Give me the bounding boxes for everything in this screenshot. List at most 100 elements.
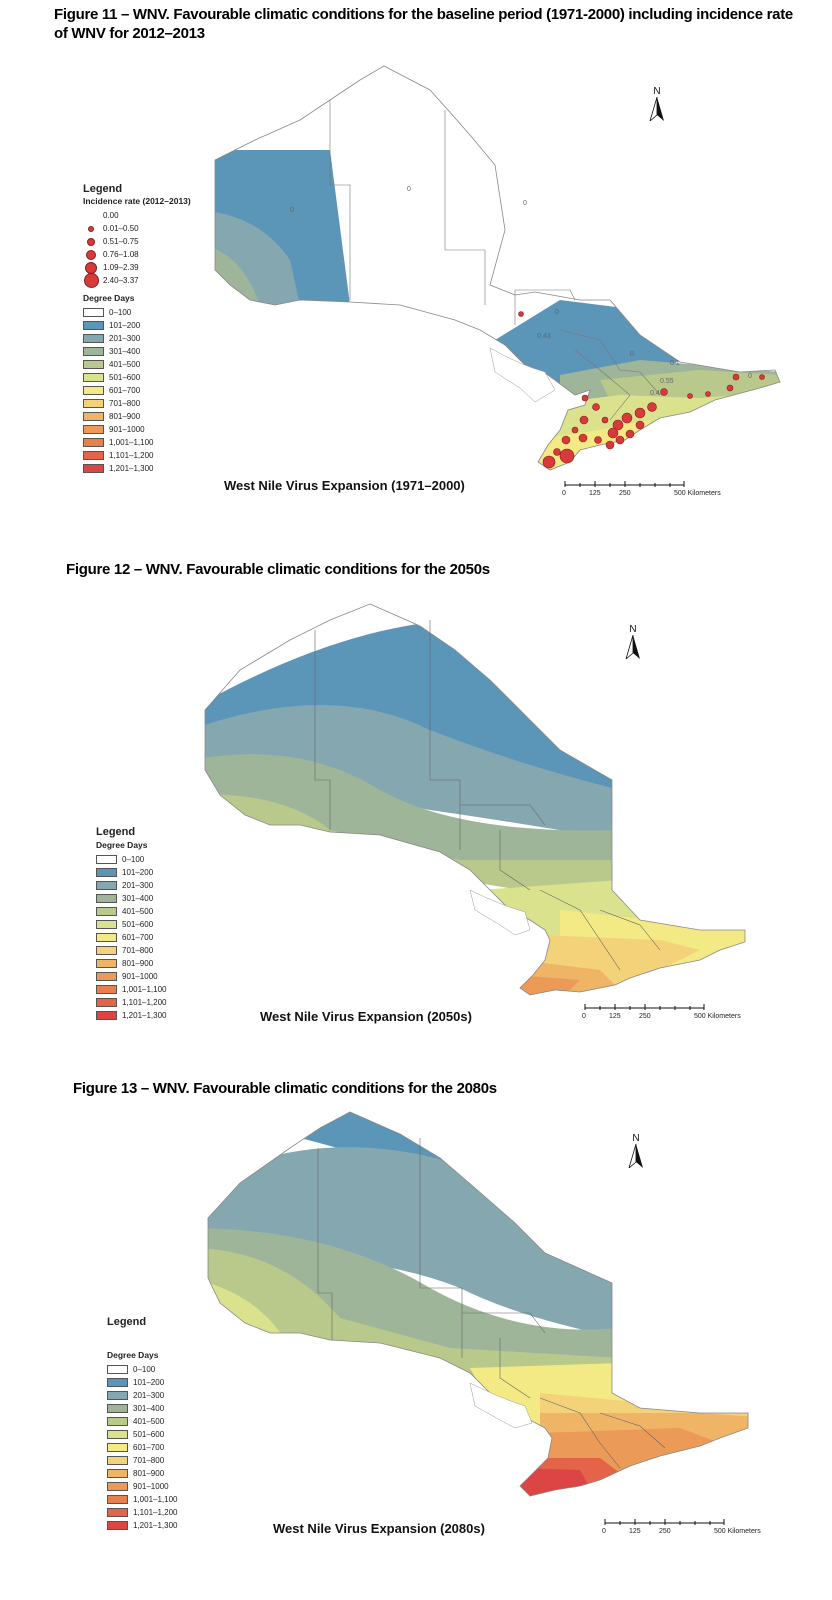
legend-label: 901–1000: [133, 1482, 169, 1491]
map-caption: West Nile Virus Expansion (2080s): [273, 1521, 485, 1536]
north-arrow: N: [624, 624, 642, 662]
legend-label: 701–800: [109, 399, 141, 408]
degree-days-item: 901–1000: [107, 1480, 178, 1493]
legend-swatch: [83, 334, 104, 343]
incidence-marker: [732, 373, 740, 381]
incidence-marker: [571, 426, 579, 434]
legend-label: 601–700: [109, 386, 141, 395]
zone-rate-label: 0.43: [537, 333, 551, 340]
legend-label: 501–600: [109, 373, 141, 382]
scale-bar-icon: [604, 1519, 725, 1525]
scale-bar: 0 125 250 500 Kilometers: [560, 481, 760, 497]
legend-label: 1,101–1,200: [133, 1508, 178, 1517]
legend-label: 701–800: [122, 946, 154, 955]
legend-swatch: [83, 347, 104, 356]
legend-swatch: [83, 321, 104, 330]
degree-days-item: 201–300: [107, 1389, 178, 1402]
legend-label: 1,201–1,300: [109, 464, 154, 473]
incidence-marker: [660, 388, 668, 396]
legend-swatch: [83, 360, 104, 369]
degree-days-item: 101–200: [107, 1376, 178, 1389]
zone-rate-label: 0: [407, 186, 411, 193]
legend-label: 1,101–1,200: [109, 451, 154, 460]
legend-swatch: [83, 399, 104, 408]
zone-rate-label: 0: [630, 351, 634, 358]
legend-label: 1,201–1,300: [133, 1521, 178, 1530]
legend-label: 501–600: [122, 920, 154, 929]
incidence-marker: [559, 448, 575, 464]
incidence-dot: [86, 249, 96, 260]
legend-label: 301–400: [109, 347, 141, 356]
degree-days-legend: 0–100 101–200 201–300 301–400 401–500 501–600…: [96, 853, 167, 1022]
legend-label: 801–900: [133, 1469, 165, 1478]
legend-label: 1,201–1,300: [122, 1011, 167, 1020]
figure-title: Figure 13 – WNV. Favourable climatic con…: [73, 1080, 497, 1097]
incidence-item: 0.01–0.50: [83, 222, 191, 235]
legend-swatch: [96, 933, 117, 942]
ontario-map-2050s: [204, 603, 746, 996]
degree-days-item: 801–900: [83, 410, 191, 423]
legend-swatch: [96, 946, 117, 955]
legend-swatch: [83, 464, 104, 473]
ontario-map-baseline: 0 0 0 0 0.43 0 0.55 0.1 0.4 0: [214, 65, 781, 471]
legend-swatch: [96, 1011, 117, 1020]
incidence-marker: [592, 403, 600, 411]
degree-days-item: 1,001–1,100: [83, 436, 191, 449]
legend-label: 401–500: [109, 360, 141, 369]
degree-days-item: 1,001–1,100: [107, 1493, 178, 1506]
incidence-marker: [615, 435, 625, 445]
degree-days-item: 901–1000: [83, 423, 191, 436]
legend-swatch: [96, 959, 117, 968]
degree-days-item: 701–800: [107, 1454, 178, 1467]
incidence-dot: [87, 237, 95, 246]
legend-swatch: [107, 1391, 128, 1400]
legend-label: 101–200: [122, 868, 154, 877]
incidence-item: 2.40–3.37: [83, 273, 191, 288]
legend-label: 601–700: [122, 933, 154, 942]
legend-label: 801–900: [122, 959, 154, 968]
figure-title-line1: Figure 11 – WNV. Favourable climatic con…: [54, 6, 793, 23]
scale-tick: 125: [609, 1013, 621, 1020]
legend-label: 1.09–2.39: [103, 263, 139, 272]
incidence-symbol: [83, 237, 99, 246]
degree-days-item: 701–800: [83, 397, 191, 410]
legend-swatch: [83, 373, 104, 382]
legend-swatch: [107, 1469, 128, 1478]
scale-bar-icon: [564, 481, 685, 487]
incidence-marker: [607, 427, 619, 439]
incidence-marker: [647, 402, 657, 412]
scale-tick: 0: [582, 1013, 586, 1020]
scale-tick: 250: [619, 490, 631, 497]
legend-label: 201–300: [133, 1391, 165, 1400]
scale-tick: 125: [589, 490, 601, 497]
legend-swatch: [83, 451, 104, 460]
legend-label: 201–300: [109, 334, 141, 343]
legend-label: 401–500: [133, 1417, 165, 1426]
legend-label: 1,001–1,100: [109, 438, 154, 447]
legend-swatch: [107, 1430, 128, 1439]
incidence-marker: [605, 440, 615, 450]
legend-swatch: [96, 985, 117, 994]
degree-days-item: 401–500: [107, 1415, 178, 1428]
legend-swatch: [107, 1365, 128, 1374]
legend-title: Legend: [83, 183, 123, 195]
degree-days-legend: 0–100 101–200 201–300 301–400 401–500 501–600…: [107, 1363, 178, 1532]
legend: Legend Incidence rate (2012–2013) 0.00 0.…: [83, 183, 191, 475]
north-arrow-icon: [625, 634, 640, 661]
incidence-marker: [542, 455, 556, 469]
legend-label: 901–1000: [109, 425, 145, 434]
legend-swatch: [96, 894, 117, 903]
legend-swatch: [96, 998, 117, 1007]
legend: Legend Degree Days 0–100 101–200 201–300 30…: [96, 826, 167, 1022]
incidence-marker: [625, 429, 635, 439]
north-arrow-icon: [649, 96, 664, 123]
degree-days-item: 1,001–1,100: [96, 983, 167, 996]
legend-label: 401–500: [122, 907, 154, 916]
degree-days-item: 201–300: [83, 332, 191, 345]
scale-tick: 0: [562, 490, 566, 497]
zone-rate-label: 0: [523, 200, 527, 207]
incidence-symbol: [83, 225, 99, 232]
incidence-marker: [634, 407, 646, 419]
incidence-marker: [518, 311, 524, 317]
legend-label: 0–100: [133, 1365, 156, 1374]
